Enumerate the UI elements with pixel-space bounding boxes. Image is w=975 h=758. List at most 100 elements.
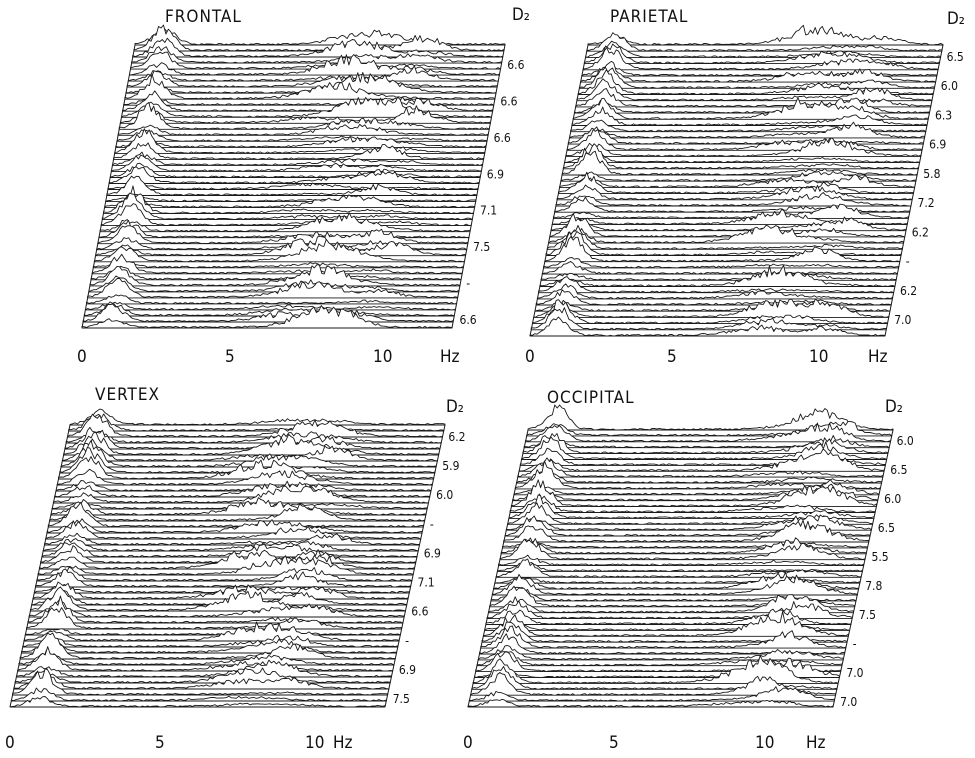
x-tick-label: 0 [463, 733, 473, 753]
spectrum-trace [10, 687, 387, 702]
d2-value: 7.0 [846, 666, 863, 680]
spectrum-trace [81, 305, 453, 329]
panel-title: PARIETAL [610, 7, 688, 27]
spectrum-trace [134, 28, 506, 46]
spectrum-trace [49, 503, 426, 522]
spectrum-trace [41, 542, 418, 558]
d2-value: 6.0 [436, 488, 453, 502]
spectrum-trace [571, 106, 928, 126]
d2-value: 6.6 [500, 94, 517, 108]
spectrum-trace [580, 60, 937, 83]
spectrum-trace [12, 668, 389, 696]
spectrum-trace [582, 47, 939, 71]
spectrum-trace [91, 253, 463, 275]
spectrum-trace [35, 568, 411, 588]
d2-value: 6.3 [935, 108, 952, 122]
spectrum-trace [560, 170, 917, 182]
d2-header: D₂ [885, 397, 903, 417]
d2-value: 7.1 [480, 204, 497, 218]
spectrum-trace [550, 216, 907, 232]
x-tick-label: 0 [77, 347, 87, 367]
spectrum-trace [108, 166, 480, 184]
spectrum-trace [88, 275, 460, 293]
spectrum-trace [26, 607, 403, 630]
spectrum-trace [583, 43, 940, 65]
spectrum-trace [549, 213, 906, 238]
d2-value: 6.5 [890, 463, 907, 477]
spectrum-trace [63, 432, 440, 456]
spectrum-trace [44, 532, 420, 546]
d2-value: - [405, 634, 409, 648]
spectrum-trace [541, 261, 898, 275]
spectrum-trace [535, 289, 892, 306]
spectrum-trace [82, 303, 454, 323]
spectrum-trace [124, 73, 496, 100]
spectrum-trace [555, 192, 912, 207]
spectrum-trace [557, 171, 914, 195]
spectrum-trace [115, 135, 487, 148]
spectrum-trace [552, 203, 909, 219]
d2-value: 5.8 [923, 167, 940, 181]
spectrum-trace [18, 649, 395, 666]
spectrum-trace [498, 554, 865, 567]
panel-title: OCCIPITAL [547, 388, 635, 408]
spectrum-trace [487, 594, 854, 614]
spectrum-trace [87, 278, 459, 299]
spectrum-trace [529, 316, 886, 337]
spectrum-trace [468, 686, 835, 702]
x-tick-label: 10 [755, 733, 774, 753]
spectrum-trace [110, 154, 482, 172]
spectrum-trace [585, 40, 941, 58]
spectrum-trace [539, 264, 896, 287]
d2-value: 6.2 [448, 430, 465, 444]
spectrum-trace [52, 485, 429, 504]
spectrum-trace [24, 628, 401, 636]
spectrum-trace [69, 408, 446, 426]
right-edge [884, 44, 944, 337]
d2-header: D₂ [446, 397, 464, 417]
spectrum-trace [50, 497, 427, 516]
panel-vertex: VERTEX D₂ 6.2 5.9 6.0 - 6.9 7.1 6.6 - 6.9 7.5 0 5 10 Hz [5, 385, 466, 753]
spectrum-trace [132, 37, 504, 58]
spectrum-trace [482, 611, 849, 637]
d2-value: 6.2 [900, 284, 917, 298]
d2-value: 6.6 [494, 131, 511, 145]
spectrum-trace [522, 433, 889, 455]
d2-value: 6.0 [941, 79, 958, 93]
x-axis-label: Hz [333, 733, 353, 753]
spectrum-trace [84, 301, 456, 311]
spectrum-trace [17, 646, 394, 672]
x-axis-label: Hz [806, 733, 826, 753]
spectrum-trace [23, 621, 400, 642]
spectrum-trace [61, 438, 438, 462]
d2-value: 7.2 [918, 196, 935, 210]
d2-value: 6.9 [399, 663, 416, 677]
d2-value: 7.8 [865, 579, 882, 593]
right-edge [384, 424, 446, 708]
x-tick-label: 0 [5, 733, 15, 753]
spectrum-trace [36, 566, 413, 582]
spectrum-trace [107, 181, 479, 190]
d2-value: - [906, 255, 910, 269]
spectrum-trace [572, 97, 929, 120]
spectrum-trace [524, 422, 891, 443]
spectrum-trace [89, 264, 461, 287]
spectrum-trace [495, 558, 862, 578]
spectrum-trace [106, 175, 478, 196]
x-axis-label: Hz [868, 347, 888, 367]
d2-value: - [466, 277, 470, 291]
spectrum-trace [128, 54, 500, 76]
spectrum-trace [499, 538, 866, 561]
spectrum-trace [113, 142, 485, 160]
panel-occipital: OCCIPITAL D₂ 6.0 6.5 6.0 6.5 5.5 7.8 7.5 - 7.0 7.0 0… [463, 388, 914, 753]
spectrum-trace [516, 468, 882, 484]
spectrum-trace [90, 265, 462, 281]
x-tick-label: 5 [155, 733, 165, 753]
spectrum-trace [65, 431, 442, 444]
spectrum-trace [45, 520, 422, 540]
left-edge [9, 424, 71, 708]
d2-header: D₂ [947, 9, 965, 29]
spectrum-trace [121, 96, 492, 118]
d2-value: 6.5 [878, 521, 895, 535]
